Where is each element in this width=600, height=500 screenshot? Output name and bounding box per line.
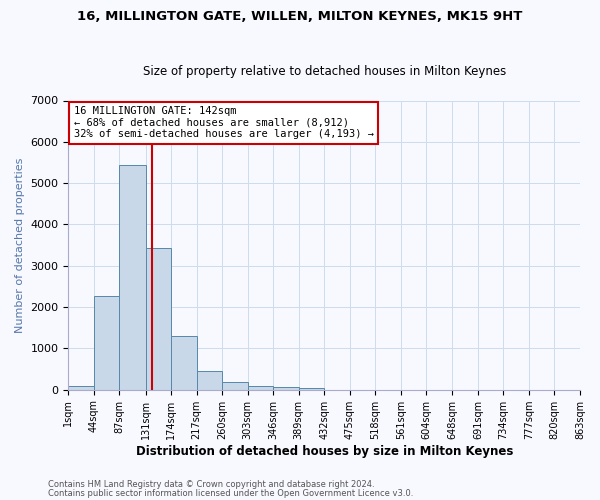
Bar [273, 386, 299, 390]
Text: Contains HM Land Registry data © Crown copyright and database right 2024.: Contains HM Land Registry data © Crown c… [48, 480, 374, 489]
Bar [146, 248, 171, 390]
Bar [299, 388, 324, 390]
Bar [171, 336, 197, 390]
Bar [119, 164, 146, 390]
Bar [94, 296, 119, 390]
Bar [197, 371, 222, 390]
Bar [68, 386, 94, 390]
Text: 16 MILLINGTON GATE: 142sqm
← 68% of detached houses are smaller (8,912)
32% of s: 16 MILLINGTON GATE: 142sqm ← 68% of deta… [74, 106, 374, 140]
X-axis label: Distribution of detached houses by size in Milton Keynes: Distribution of detached houses by size … [136, 444, 513, 458]
Bar [222, 382, 248, 390]
Text: Contains public sector information licensed under the Open Government Licence v3: Contains public sector information licen… [48, 488, 413, 498]
Text: 16, MILLINGTON GATE, WILLEN, MILTON KEYNES, MK15 9HT: 16, MILLINGTON GATE, WILLEN, MILTON KEYN… [77, 10, 523, 23]
Y-axis label: Number of detached properties: Number of detached properties [15, 158, 25, 333]
Title: Size of property relative to detached houses in Milton Keynes: Size of property relative to detached ho… [143, 66, 506, 78]
Bar [248, 386, 273, 390]
